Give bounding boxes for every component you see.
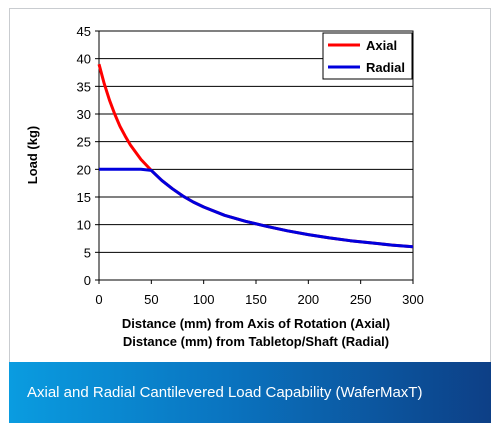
caption-banner: Axial and Radial Cantilevered Load Capab… <box>9 362 491 423</box>
x-tick-label-50: 50 <box>144 292 158 307</box>
y-tick-label-35: 35 <box>77 79 91 94</box>
series-line-radial <box>99 167 414 249</box>
y-tick-label-0: 0 <box>84 273 91 288</box>
y-tick-label-45: 45 <box>77 24 91 39</box>
x-tick-label-150: 150 <box>245 292 267 307</box>
y-axis-ticks: 0 5 10 15 20 25 30 35 40 45 <box>77 24 99 288</box>
x-axis-title-line-2: Distance (mm) from Tabletop/Shaft (Radia… <box>123 334 389 349</box>
y-tick-label-5: 5 <box>84 245 91 260</box>
y-tick-label-40: 40 <box>77 52 91 67</box>
y-tick-label-25: 25 <box>77 135 91 150</box>
y-axis-title: Load (kg) <box>25 126 40 185</box>
legend-label-radial: Radial <box>366 60 405 75</box>
x-axis-ticks: 0 50 100 150 200 250 300 <box>95 280 424 307</box>
legend-label-axial: Axial <box>366 38 397 53</box>
x-tick-label-300: 300 <box>402 292 424 307</box>
x-axis-title-line-1: Distance (mm) from Axis of Rotation (Axi… <box>122 316 390 331</box>
series-lines <box>97 63 414 249</box>
x-tick-label-100: 100 <box>193 292 215 307</box>
y-tick-label-20: 20 <box>77 162 91 177</box>
caption-text: Axial and Radial Cantilevered Load Capab… <box>27 384 423 401</box>
y-tick-label-15: 15 <box>77 190 91 205</box>
x-tick-label-0: 0 <box>95 292 102 307</box>
legend-box <box>322 32 413 80</box>
y-tick-label-10: 10 <box>77 218 91 233</box>
legend: Axial Radial <box>322 32 413 80</box>
x-tick-label-200: 200 <box>297 292 319 307</box>
x-tick-label-250: 250 <box>350 292 372 307</box>
y-tick-label-30: 30 <box>77 107 91 122</box>
